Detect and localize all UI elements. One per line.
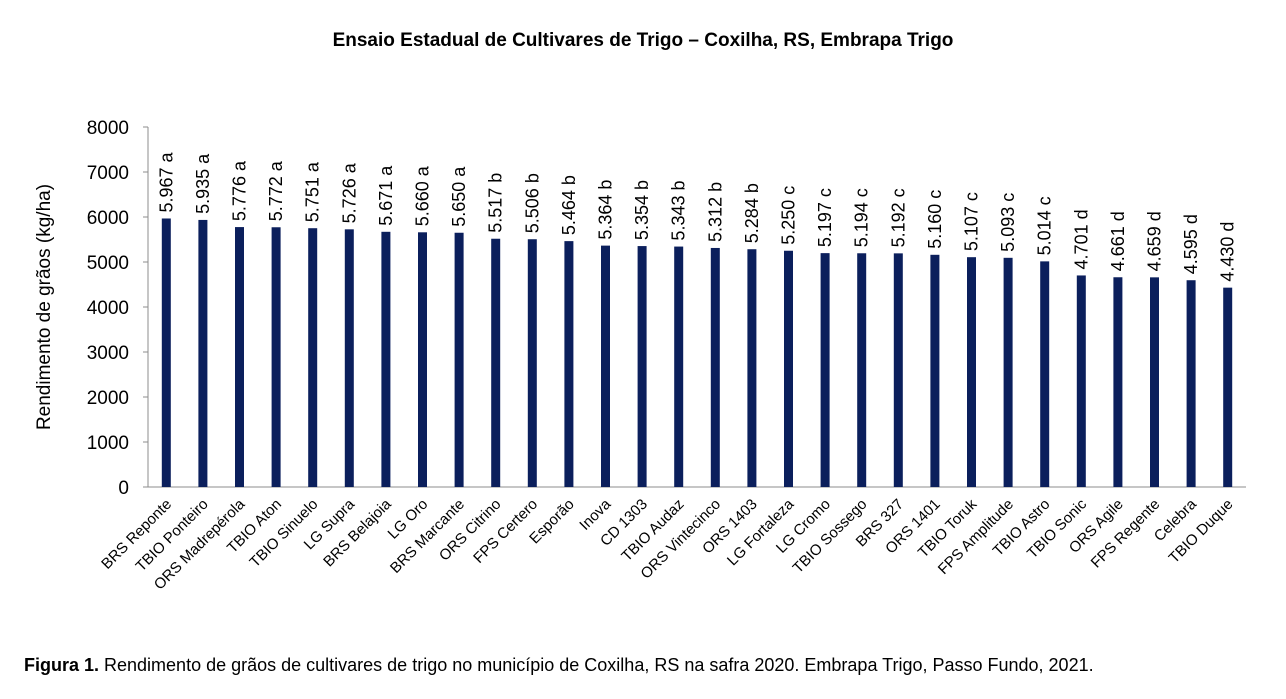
data-label: 5.284 b <box>742 183 762 243</box>
bar <box>491 238 501 487</box>
bar <box>1003 257 1013 487</box>
data-label: 5.935 a <box>193 153 213 214</box>
data-label: 5.107 c <box>962 192 982 251</box>
figure-caption: Figura 1. Rendimento de grãos de cultiva… <box>24 655 1094 676</box>
bar <box>893 253 903 487</box>
bar <box>674 246 684 487</box>
bar <box>857 253 867 487</box>
bar <box>564 241 574 487</box>
y-tick-label: 1000 <box>87 433 129 454</box>
bar <box>967 257 976 487</box>
bar <box>161 218 171 488</box>
bar <box>527 239 537 487</box>
bar <box>235 227 244 487</box>
bar <box>344 229 354 487</box>
data-label: 5.197 c <box>815 188 835 247</box>
data-label: 5.093 c <box>998 193 1018 252</box>
bar-chart: 0 1000 2000 3000 4000 5000 6000 7000 8000 5.967 … <box>34 118 1246 593</box>
y-tick-label: 7000 <box>87 163 129 184</box>
bar <box>1076 275 1086 487</box>
y-tick-label: 4000 <box>87 298 129 319</box>
data-label: 5.772 a <box>266 160 286 221</box>
y-axis: 0 1000 2000 3000 4000 5000 6000 7000 8000 <box>87 118 149 499</box>
y-tick-label: 0 <box>118 478 129 499</box>
data-label: 5.751 a <box>303 161 323 222</box>
y-tick-label: 2000 <box>87 388 129 409</box>
bar <box>930 254 940 487</box>
y-tick-label: 5000 <box>87 253 129 274</box>
data-labels: 5.967 a 5.935 a 5.776 a 5.772 a 5.751 a 5.726… <box>156 151 1237 281</box>
bar <box>1113 277 1123 487</box>
caption-text: Rendimento de grãos de cultivares de tri… <box>99 655 1094 675</box>
bar <box>308 228 318 487</box>
y-tick-label: 8000 <box>87 118 129 139</box>
data-label: 4.701 d <box>1071 209 1091 269</box>
caption-label: Figura 1. <box>24 655 100 675</box>
chart-title: Ensaio Estadual de Cultivares de Trigo –… <box>332 30 954 51</box>
bar <box>1150 277 1159 487</box>
data-label: 5.660 a <box>413 165 433 226</box>
data-label: 5.726 a <box>339 162 359 223</box>
data-label: 5.250 c <box>779 186 799 245</box>
data-label: 5.776 a <box>230 160 250 221</box>
bar <box>1223 287 1233 487</box>
y-tick-label: 3000 <box>87 343 129 364</box>
data-label: 5.967 a <box>156 151 176 212</box>
bar <box>271 227 281 487</box>
data-label: 5.464 b <box>559 175 579 235</box>
y-axis-label: Rendimento de grãos (kg/ha) <box>34 184 55 430</box>
data-label: 4.595 d <box>1181 214 1201 274</box>
data-label: 5.312 b <box>705 182 725 242</box>
bar <box>418 232 427 487</box>
data-label: 4.661 d <box>1108 211 1128 271</box>
data-label: 5.192 c <box>888 188 908 247</box>
bar <box>637 246 647 487</box>
data-label: 5.343 b <box>669 181 689 241</box>
bars <box>161 218 1233 488</box>
bar <box>784 250 793 487</box>
data-label: 4.430 d <box>1218 222 1238 282</box>
bar <box>820 253 830 487</box>
bar <box>381 231 391 487</box>
data-label: 5.160 c <box>925 190 945 249</box>
bar <box>198 219 208 488</box>
data-label: 5.650 a <box>449 166 469 227</box>
bar <box>1186 280 1196 487</box>
data-label: 5.014 c <box>1035 196 1055 255</box>
bar <box>1040 261 1050 487</box>
data-label: 5.517 b <box>486 173 506 233</box>
data-label: 4.659 d <box>1145 211 1165 271</box>
data-label: 5.671 a <box>376 165 396 226</box>
bar <box>710 247 720 487</box>
data-label: 5.354 b <box>632 180 652 240</box>
bar <box>454 232 464 487</box>
bar <box>747 249 757 487</box>
y-tick-label: 6000 <box>87 208 129 229</box>
data-label: 5.364 b <box>596 180 616 240</box>
data-label: 5.506 b <box>522 173 542 233</box>
data-label: 5.194 c <box>852 188 872 247</box>
bar <box>601 245 610 487</box>
